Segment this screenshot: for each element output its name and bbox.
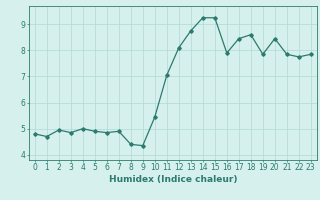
X-axis label: Humidex (Indice chaleur): Humidex (Indice chaleur) <box>108 175 237 184</box>
